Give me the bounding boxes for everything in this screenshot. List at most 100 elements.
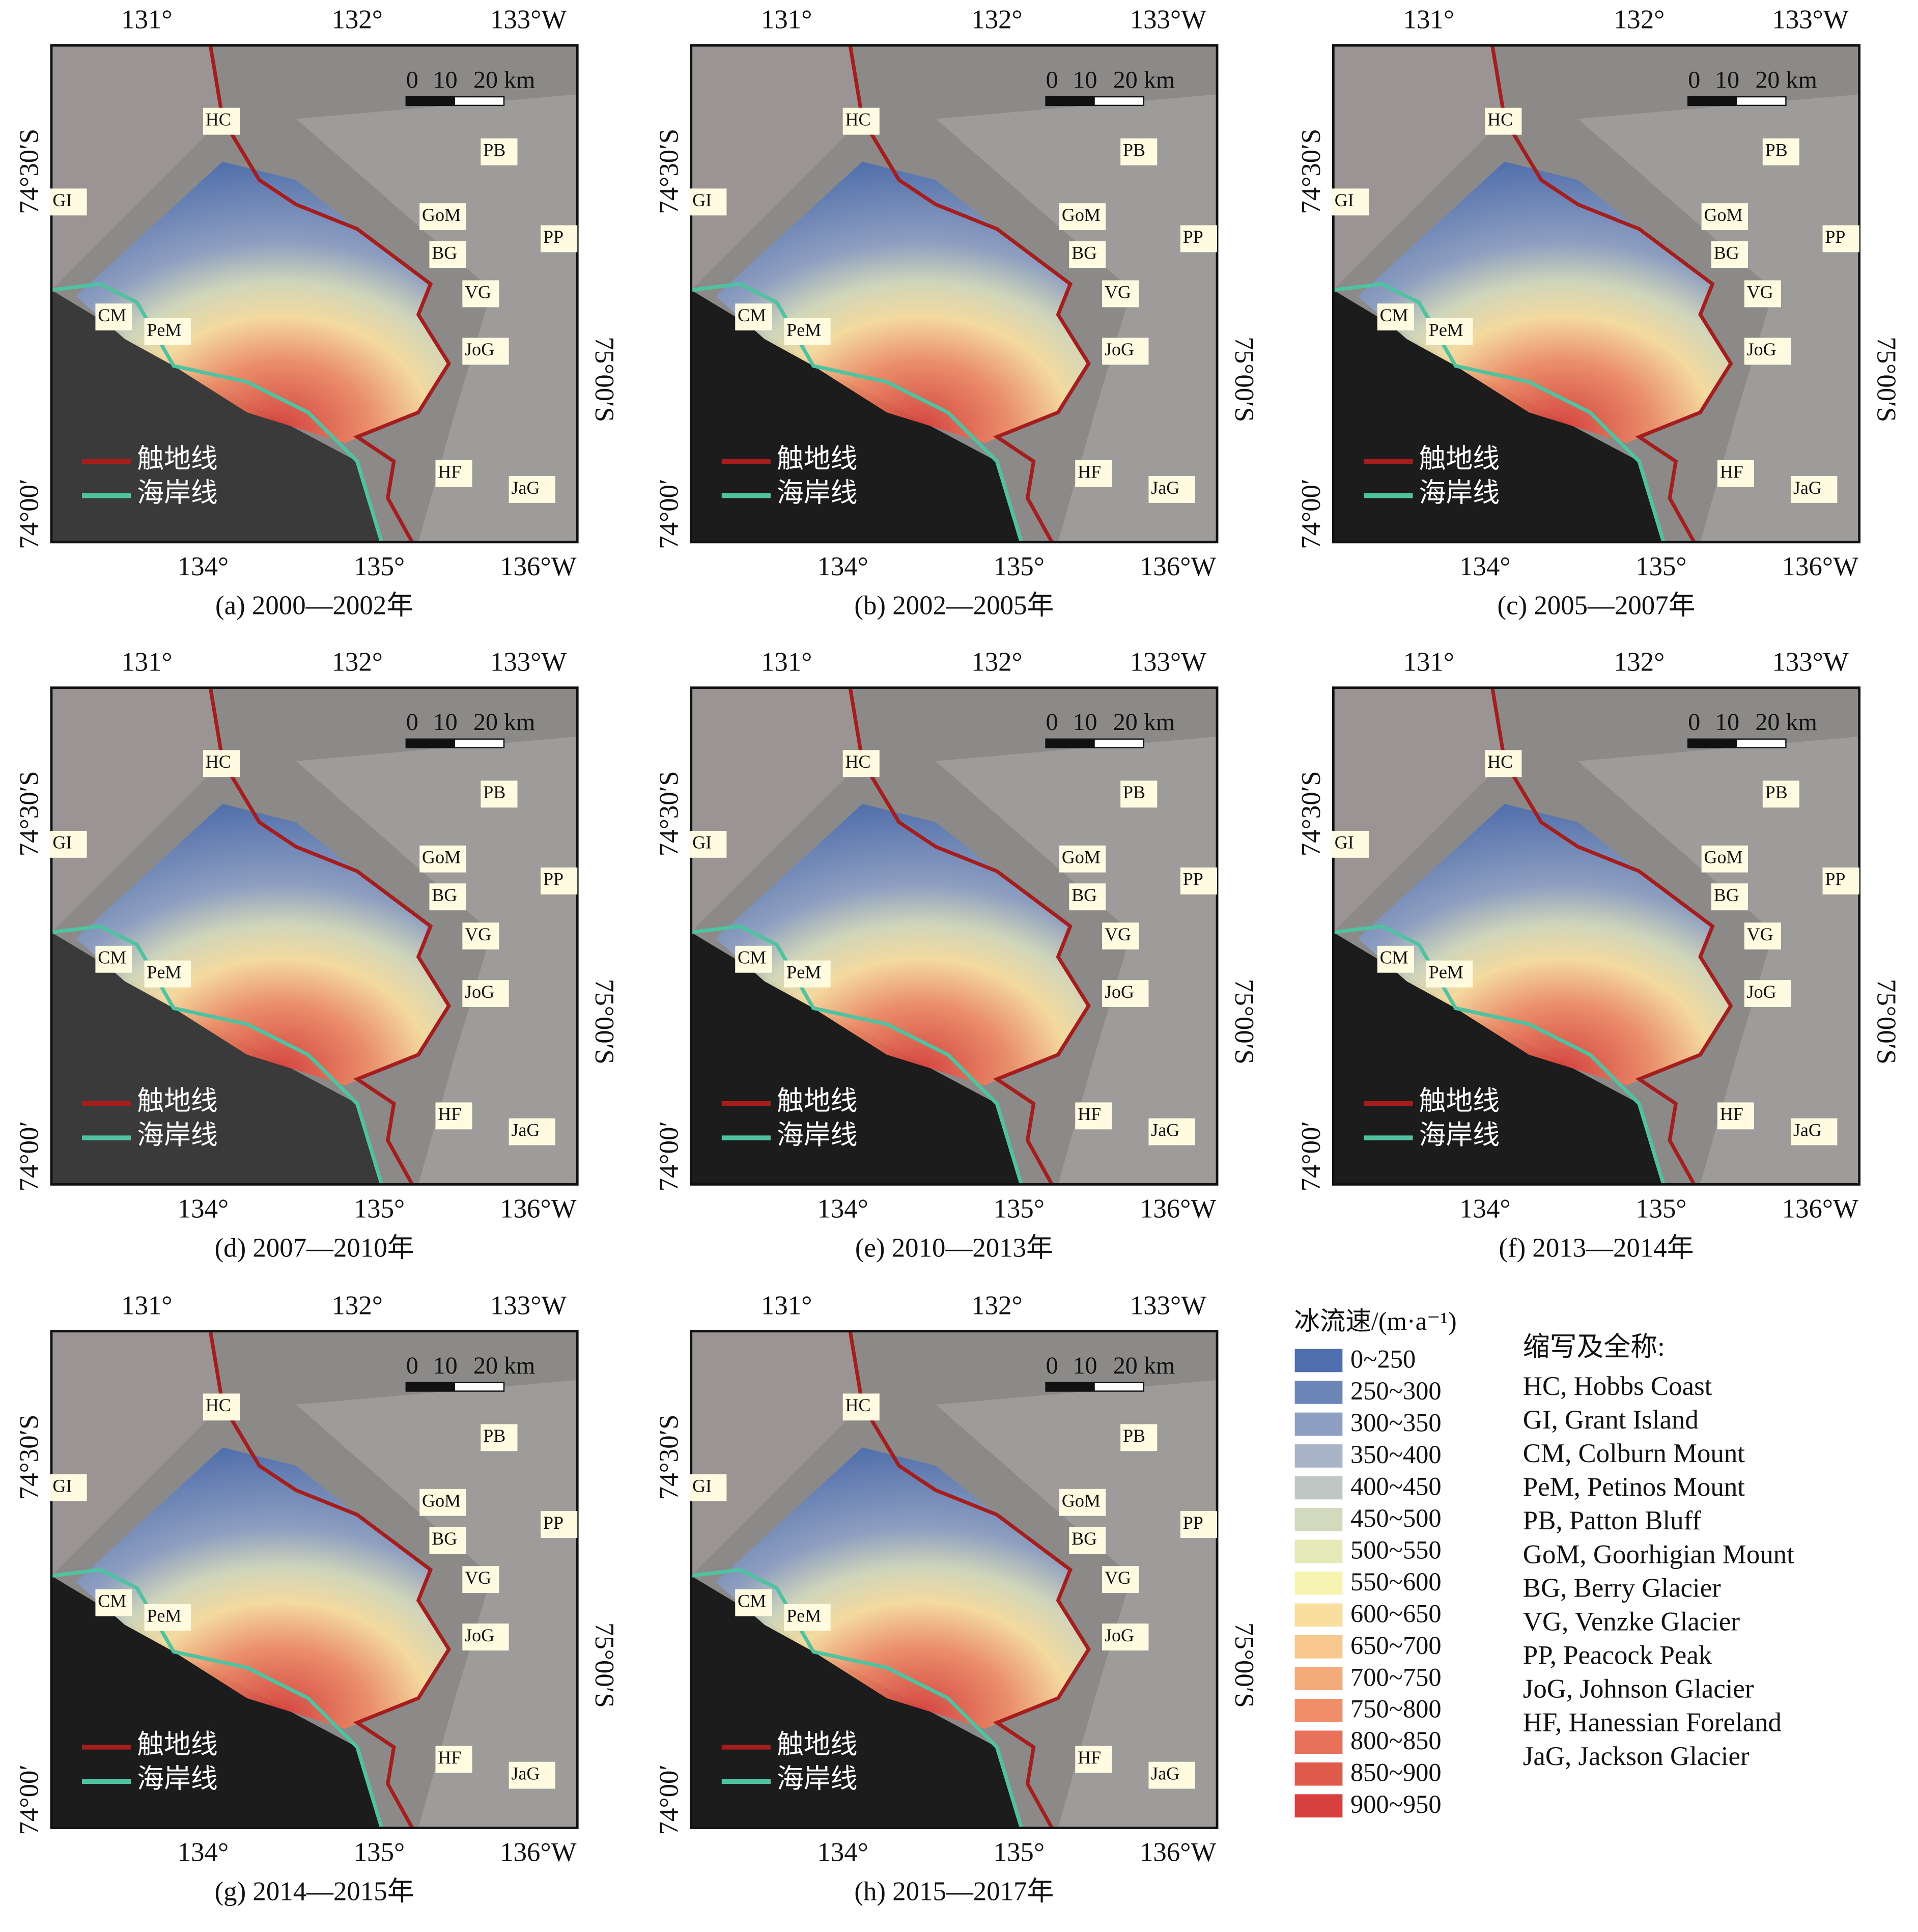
left-tick-label: 74°00′ — [15, 479, 44, 549]
top-tick-label: 132° — [331, 1291, 382, 1320]
bottom-tick-label: 134° — [817, 1194, 868, 1223]
place-label: JoG — [1105, 339, 1134, 359]
top-tick-label: 133°W — [1130, 647, 1206, 677]
place-label: GoM — [1704, 847, 1742, 867]
place-label: BG — [1071, 1528, 1097, 1549]
place-label-box — [1059, 1489, 1106, 1516]
coastline — [691, 1567, 1024, 1828]
place-label: GoM — [422, 1491, 461, 1511]
place-label: HC — [1487, 109, 1513, 129]
scale-bar-label: 20 km — [473, 1352, 535, 1379]
place-label: JoG — [465, 1625, 494, 1645]
velocity-field — [715, 161, 1089, 443]
place-label-box — [419, 203, 466, 231]
left-tick-label: 74°30′S — [15, 771, 44, 856]
place-label: CM — [1380, 947, 1408, 968]
abbreviation: BG, Berry Glacier — [1523, 1573, 1721, 1603]
scale-bar-label: 0 — [406, 66, 418, 93]
place-label: JaG — [1151, 1763, 1179, 1783]
bottom-tick-label: 135° — [1635, 552, 1686, 581]
map-image — [691, 45, 1218, 542]
place-label-box — [1102, 922, 1139, 950]
legend-line-label: 海岸线 — [137, 1764, 218, 1794]
legend-title: 冰流速/(m·a⁻¹) — [1294, 1307, 1456, 1335]
scale-bar-label: 10 — [1073, 66, 1097, 93]
place-label: PeM — [1429, 320, 1463, 340]
place-label: CM — [738, 1591, 766, 1611]
place-label-box — [50, 1474, 87, 1501]
place-label-box — [50, 188, 87, 216]
place-label-box — [1069, 241, 1106, 268]
place-label: PeM — [786, 1605, 821, 1626]
left-tick-label: 74°30′S — [1296, 771, 1326, 856]
scale-bar-fill — [406, 1382, 455, 1391]
velocity-field — [715, 804, 1089, 1085]
place-label-box — [203, 1393, 240, 1421]
place-label-box — [1822, 225, 1859, 253]
place-label: PeM — [1429, 962, 1463, 982]
place-label-box — [784, 960, 831, 988]
abbreviation: PeM, Petinos Mount — [1523, 1472, 1745, 1502]
place-label-box — [1075, 1102, 1112, 1130]
place-label-box — [690, 188, 727, 216]
land-texture — [296, 1380, 578, 1828]
place-label: BG — [432, 885, 457, 905]
bottom-tick-label: 135° — [354, 1837, 405, 1867]
place-label: VG — [465, 924, 491, 944]
place-label-box — [144, 318, 191, 345]
abbreviation: CM, Colburn Mount — [1523, 1439, 1745, 1468]
legend-line-label: 触地线 — [137, 1086, 218, 1116]
coastline — [1333, 282, 1666, 542]
place-label: PP — [543, 227, 563, 247]
map-panel: 131° 132° 133°W 134° 135° 136°W 74°30′S 74°00′ 7… — [654, 1291, 1259, 1906]
panel-caption: (a) 2000—2002年 — [215, 591, 413, 621]
right-tick-label: 75°00′S — [589, 979, 619, 1065]
bottom-tick-label: 134° — [178, 1837, 229, 1867]
legend-swatch — [1293, 1697, 1344, 1723]
land-texture — [296, 94, 578, 542]
abbreviation: JaG, Jackson Glacier — [1523, 1742, 1750, 1771]
place-label-box — [435, 460, 472, 487]
panel-caption: (c) 2005—2007年 — [1497, 591, 1695, 621]
legend-line-label: 触地线 — [137, 444, 218, 473]
legend-line-label: 触地线 — [777, 1086, 858, 1116]
scale-bar-label: 20 km — [1113, 709, 1175, 736]
place-label: PP — [1825, 869, 1845, 889]
place-label-box — [1069, 1527, 1106, 1554]
place-label-box — [1485, 750, 1522, 777]
ice-shelf — [51, 687, 223, 933]
place-label: HC — [206, 1395, 231, 1415]
place-label-box — [1426, 960, 1473, 988]
map-frame — [1332, 44, 1861, 544]
place-label: BG — [1071, 242, 1097, 263]
top-tick-label: 132° — [971, 5, 1022, 35]
legend-label: 800~850 — [1350, 1726, 1442, 1755]
place-label-box — [1717, 1102, 1754, 1130]
abbreviation: HF, Hanessian Foreland — [1523, 1708, 1782, 1738]
place-label-box — [784, 318, 831, 345]
left-tick-label: 74°30′S — [654, 1414, 684, 1500]
place-label: GI — [52, 1476, 72, 1496]
place-label-box — [509, 1761, 555, 1789]
place-label: PB — [483, 782, 505, 802]
place-label: JaG — [511, 1763, 540, 1783]
place-label-box — [1102, 1566, 1139, 1593]
grounding-line — [1490, 45, 1733, 542]
coastline — [51, 1567, 384, 1828]
sea — [51, 932, 382, 1185]
place-label: VG — [1105, 282, 1131, 302]
right-tick-label: 75°00′S — [1229, 337, 1259, 422]
land-texture — [936, 736, 1218, 1185]
legend-swatch — [1293, 1475, 1344, 1501]
place-label: PB — [1765, 140, 1788, 160]
sea — [51, 1576, 382, 1828]
place-label-box — [1701, 845, 1748, 873]
place-label: HF — [438, 1104, 461, 1124]
top-tick-label: 131° — [121, 5, 172, 35]
grounding-line — [208, 45, 452, 542]
map-panel: 131° 132° 133°W 134° 135° 136°W 74°30′S 74°00′ 7… — [15, 5, 619, 621]
place-label-box — [203, 750, 240, 777]
abbreviation: VG, Venzke Glacier — [1523, 1607, 1740, 1636]
place-label-box — [1744, 280, 1781, 307]
